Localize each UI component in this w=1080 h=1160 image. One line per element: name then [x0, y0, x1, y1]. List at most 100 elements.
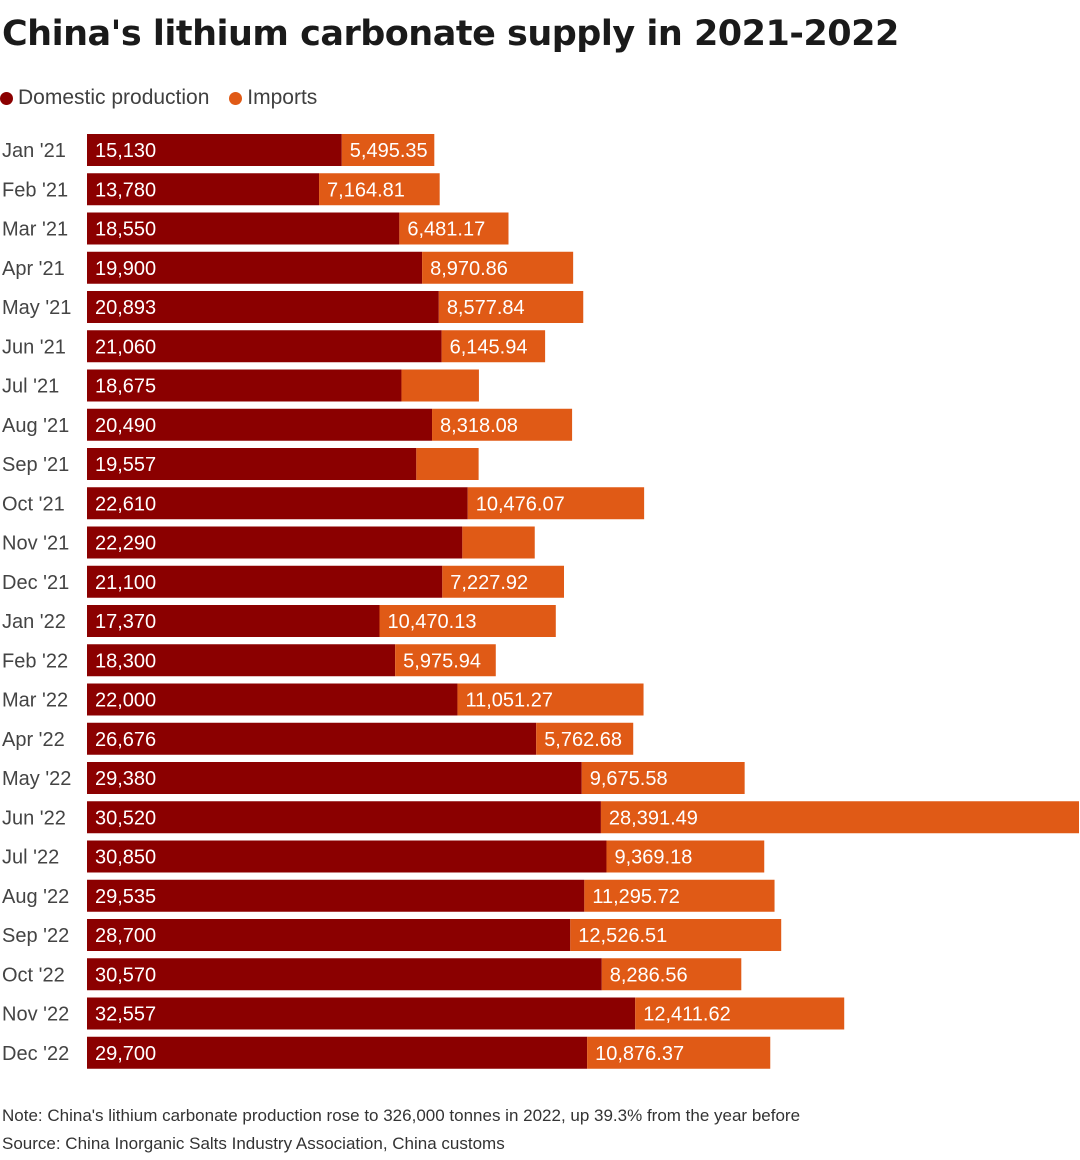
bar-domestic [87, 958, 602, 991]
bar-domestic [87, 526, 463, 559]
bar-domestic [87, 369, 402, 402]
category-label: Feb '21 [2, 179, 68, 201]
bar-imports [401, 369, 479, 402]
footer-note: Note: China's lithium carbonate producti… [2, 1106, 801, 1125]
category-label: Jan '21 [2, 140, 66, 162]
data-label-domestic: 29,380 [95, 768, 156, 790]
bar-imports [457, 683, 644, 716]
category-label: Apr '22 [2, 729, 65, 751]
footer-source: Source: China Inorganic Salts Industry A… [2, 1134, 505, 1153]
bar-domestic [87, 762, 582, 794]
bar-domestic [87, 722, 537, 755]
bar-domestic [87, 840, 607, 873]
bar-domestic [87, 1036, 588, 1069]
data-label-imports: 9,675.58 [590, 768, 668, 790]
data-label-imports: 8,318.08 [440, 415, 518, 437]
legend-item-domestic: Domestic production [0, 86, 209, 110]
data-label-domestic: 30,850 [95, 847, 156, 869]
bar-imports [438, 291, 584, 323]
bar-domestic [87, 330, 442, 363]
bar-domestic [87, 134, 342, 166]
bar-imports [399, 212, 509, 245]
data-label-imports: 6,481.17 [407, 219, 485, 241]
data-label-domestic: 17,370 [95, 611, 156, 633]
chart-title: China's lithium carbonate supply in 2021… [2, 14, 899, 54]
data-label-domestic: 30,520 [95, 807, 156, 829]
data-label-imports: 11,051.27 [465, 690, 553, 712]
data-label-imports: 7,164.81 [327, 179, 405, 201]
data-label-domestic: 21,100 [95, 572, 156, 594]
category-label: Mar '22 [2, 690, 68, 712]
data-label-domestic: 18,675 [95, 376, 156, 398]
bar-imports [341, 134, 435, 166]
data-label-domestic: 13,780 [95, 179, 156, 201]
bar-imports [462, 526, 535, 559]
bar-imports [584, 879, 775, 912]
data-label-domestic: 18,300 [95, 650, 156, 672]
data-label-imports: 10,476.07 [476, 493, 565, 515]
category-label: Nov '21 [2, 533, 69, 555]
data-label-imports: 5,495.35 [350, 140, 428, 162]
bar-imports [587, 1036, 771, 1069]
bar-imports [536, 722, 634, 755]
category-label: Jul '22 [2, 847, 59, 869]
bar-imports [601, 958, 742, 991]
bar-imports [319, 173, 440, 206]
category-label: Jun '21 [2, 336, 66, 358]
bar-domestic [87, 291, 439, 323]
data-label-domestic: 19,557 [95, 454, 156, 476]
data-label-imports: 6,145.94 [450, 336, 528, 358]
bar-imports [441, 330, 546, 363]
data-label-domestic: 22,000 [95, 690, 156, 712]
category-label: May '21 [2, 297, 71, 319]
category-label: Feb '22 [2, 650, 68, 672]
data-label-imports: 5,762.68 [544, 729, 622, 751]
legend-label-domestic: Domestic production [18, 86, 210, 109]
bar-imports [442, 565, 565, 598]
category-label: Sep '21 [2, 454, 69, 476]
category-label: Apr '21 [2, 258, 65, 280]
bar-imports [395, 644, 496, 677]
data-label-domestic: 21,060 [95, 336, 156, 358]
category-label: Nov '22 [2, 1004, 69, 1026]
data-label-imports: 8,286.56 [610, 964, 688, 986]
bar-domestic [87, 997, 636, 1030]
data-label-imports: 11,295.72 [592, 886, 680, 908]
bar-imports [432, 408, 573, 441]
bar-imports [467, 487, 645, 520]
legend-swatch-imports [229, 91, 243, 105]
bar-chart: Jan '21 15,130 5,495.35 Feb '21 13,780 7,164.… [2, 134, 1079, 1069]
data-label-domestic: 29,700 [95, 1043, 156, 1065]
data-label-domestic: 22,610 [95, 493, 156, 515]
bar-imports [606, 840, 765, 873]
bar-imports [635, 997, 845, 1030]
data-label-imports: 8,970.86 [430, 258, 508, 280]
bar-imports [416, 448, 479, 480]
bar-domestic [87, 879, 585, 912]
data-label-imports: 12,411.62 [643, 1004, 731, 1026]
legend-swatch-domestic [0, 91, 13, 105]
category-label: Mar '21 [2, 219, 68, 241]
data-label-domestic: 26,676 [95, 729, 156, 751]
category-label: Dec '21 [2, 572, 69, 594]
data-label-domestic: 28,700 [95, 925, 156, 947]
legend: Domestic production Imports [0, 86, 331, 111]
category-label: Jan '22 [2, 611, 66, 633]
data-label-imports: 10,876.37 [595, 1043, 684, 1065]
data-label-domestic: 20,490 [95, 415, 156, 437]
category-label: Jun '22 [2, 807, 66, 829]
category-label: Oct '21 [2, 493, 65, 515]
bar-imports [570, 919, 782, 951]
bar-domestic [87, 212, 400, 245]
data-label-imports: 8,577.84 [447, 297, 525, 319]
data-label-domestic: 22,290 [95, 533, 156, 555]
bar-domestic [87, 408, 433, 441]
legend-item-imports: Imports [229, 86, 317, 110]
bar-domestic [87, 448, 417, 480]
bar-domestic [87, 801, 601, 834]
data-label-domestic: 29,535 [95, 886, 156, 908]
bar-domestic [87, 683, 458, 716]
category-label: Jul '21 [2, 376, 59, 398]
bar-domestic [87, 173, 320, 206]
category-label: Oct '22 [2, 964, 65, 986]
